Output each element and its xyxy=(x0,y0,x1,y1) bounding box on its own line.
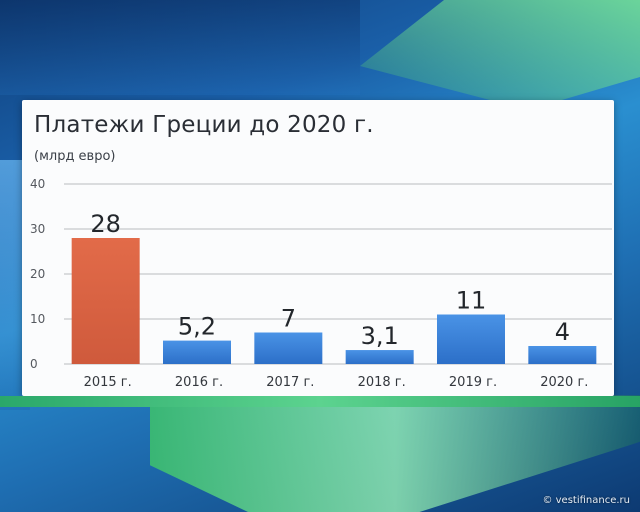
data-label: 7 xyxy=(281,305,296,333)
data-label: 11 xyxy=(456,287,487,315)
y-tick-label: 40 xyxy=(30,177,45,191)
bar xyxy=(71,238,140,364)
chart-panel: Платежи Греции до 2020 г. (млрд евро) 0 1… xyxy=(22,100,614,396)
y-tick-label: 10 xyxy=(30,312,45,326)
data-label: 3,1 xyxy=(361,322,399,350)
background-top-panel xyxy=(0,0,360,95)
data-label: 28 xyxy=(90,210,121,238)
data-label: 5,2 xyxy=(178,313,216,341)
bar xyxy=(345,350,414,364)
background-green-shape-top xyxy=(360,0,640,110)
x-tick-label: 2016 г. xyxy=(175,375,223,390)
y-tick-label: 20 xyxy=(30,267,45,281)
x-tick-label: 2019 г. xyxy=(449,375,497,390)
bar xyxy=(528,346,597,364)
x-tick-label: 2020 г. xyxy=(540,375,588,390)
x-tick-label: 2015 г. xyxy=(84,375,132,390)
bar xyxy=(163,340,231,364)
green-strip xyxy=(0,396,640,407)
chart-subtitle: (млрд евро) xyxy=(34,149,116,164)
y-tick-label: 30 xyxy=(30,222,45,236)
chart-title: Платежи Греции до 2020 г. xyxy=(34,112,374,138)
y-tick-label: 0 xyxy=(30,357,38,371)
bar xyxy=(254,332,323,364)
data-label: 4 xyxy=(555,318,570,346)
bar-chart: 0 10 20 30 40 28 2015 г. 5,2 2016 г. 7 2017 г. 3,1 2… xyxy=(30,177,612,390)
x-tick-label: 2018 г. xyxy=(358,375,406,390)
watermark: © vestifinance.ru xyxy=(542,495,630,506)
x-tick-label: 2017 г. xyxy=(266,375,314,390)
bar xyxy=(437,314,505,364)
